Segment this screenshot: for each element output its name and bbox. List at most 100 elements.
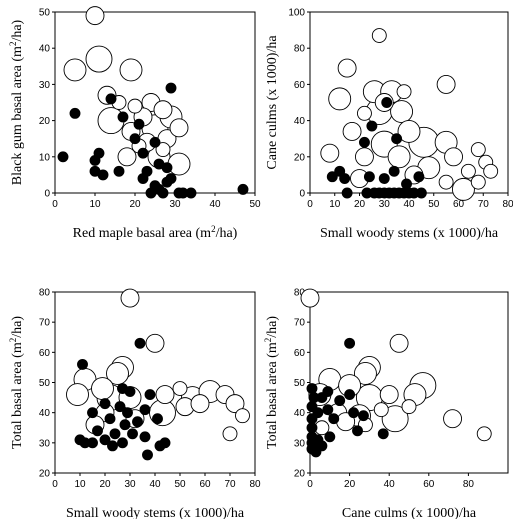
y-tick-label: 50 bbox=[39, 8, 51, 19]
x-tick-label: 40 bbox=[209, 199, 221, 210]
open-point bbox=[470, 174, 486, 190]
filled-point bbox=[99, 398, 111, 410]
filled-point bbox=[137, 147, 149, 159]
open-point bbox=[460, 163, 476, 179]
filled-point bbox=[391, 133, 403, 145]
y-tick-label: 40 bbox=[294, 116, 306, 127]
open-point bbox=[452, 177, 475, 201]
filled-point bbox=[415, 187, 427, 199]
y-tick-label: 60 bbox=[294, 348, 306, 359]
x-tick-label: 10 bbox=[329, 199, 341, 210]
x-axis-label: Small woody stems (x 1000)/ha bbox=[320, 226, 499, 241]
open-point bbox=[390, 100, 414, 124]
filled-point bbox=[77, 358, 88, 370]
x-tick-label: 80 bbox=[463, 479, 475, 490]
open-point bbox=[401, 399, 417, 415]
open-point bbox=[443, 409, 463, 429]
open-point bbox=[355, 147, 374, 167]
open-point bbox=[190, 394, 210, 414]
filled-point bbox=[326, 171, 338, 183]
filled-point bbox=[114, 401, 126, 413]
filled-point bbox=[237, 183, 249, 195]
y-tick-label: 30 bbox=[39, 438, 51, 449]
filled-point bbox=[92, 425, 103, 437]
filled-point bbox=[137, 173, 149, 184]
y-tick-label: 40 bbox=[39, 44, 51, 55]
filled-point bbox=[344, 389, 356, 401]
open-point bbox=[85, 45, 113, 73]
filled-point bbox=[134, 337, 146, 349]
filled-point bbox=[316, 440, 328, 452]
x-axis-label: Red maple basal area (m2/ha) bbox=[73, 224, 238, 241]
filled-point bbox=[157, 187, 169, 199]
y-tick-label: 50 bbox=[39, 378, 51, 389]
filled-point bbox=[324, 431, 336, 443]
x-tick-label: 20 bbox=[344, 479, 356, 490]
y-tick-label: 80 bbox=[39, 288, 51, 299]
open-point bbox=[106, 362, 129, 385]
filled-point bbox=[359, 136, 370, 148]
open-point bbox=[483, 163, 499, 179]
filled-point bbox=[401, 178, 412, 190]
filled-point bbox=[107, 440, 118, 452]
x-tick-label: 40 bbox=[403, 199, 415, 210]
filled-point bbox=[87, 407, 98, 419]
y-tick-label: 70 bbox=[294, 318, 306, 329]
open-point bbox=[300, 288, 320, 308]
x-tick-label: 30 bbox=[379, 199, 391, 210]
y-tick-label: 20 bbox=[294, 469, 306, 480]
y-tick-label: 40 bbox=[39, 408, 51, 419]
open-point bbox=[153, 100, 173, 120]
open-point bbox=[353, 362, 377, 385]
open-point bbox=[396, 84, 412, 100]
x-tick-label: 0 bbox=[307, 199, 313, 210]
open-point bbox=[371, 28, 387, 43]
x-tick-label: 60 bbox=[453, 199, 465, 210]
filled-point bbox=[117, 111, 129, 123]
x-tick-label: 60 bbox=[199, 479, 211, 490]
filled-point bbox=[352, 425, 363, 437]
filled-point bbox=[152, 413, 163, 425]
chart-panel-3: 0 10 20 30 40 50 60 70 80 20 30 40 50 60 70 80 Small woo… bbox=[8, 288, 261, 519]
x-tick-label: 20 bbox=[129, 199, 141, 210]
open-point bbox=[387, 145, 411, 169]
open-point bbox=[120, 288, 140, 308]
x-tick-label: 20 bbox=[99, 479, 111, 490]
open-point bbox=[320, 143, 340, 163]
x-tick-label: 0 bbox=[307, 479, 313, 490]
y-tick-label: 60 bbox=[294, 80, 306, 91]
open-point bbox=[127, 98, 143, 114]
filled-point bbox=[185, 187, 197, 199]
y-tick-label: 0 bbox=[299, 189, 305, 200]
filled-point bbox=[378, 173, 390, 184]
open-point bbox=[66, 383, 89, 407]
open-point bbox=[357, 105, 372, 121]
open-point bbox=[167, 152, 191, 176]
y-tick-label: 20 bbox=[39, 469, 51, 480]
y-tick-label: 40 bbox=[294, 408, 306, 419]
y-axis-label: Total basal area (m2/ha) bbox=[8, 316, 25, 449]
x-axis-label: Small woody stems (x 1000)/ha bbox=[66, 506, 245, 519]
filled-point bbox=[104, 413, 116, 425]
x-tick-label: 40 bbox=[149, 479, 161, 490]
y-tick-label: 80 bbox=[294, 44, 306, 55]
filled-point bbox=[413, 171, 425, 183]
filled-point bbox=[306, 422, 318, 434]
filled-point bbox=[339, 173, 351, 184]
x-tick-label: 80 bbox=[249, 479, 261, 490]
open-point bbox=[444, 147, 463, 167]
y-tick-label: 100 bbox=[288, 8, 305, 19]
filled-point bbox=[328, 413, 340, 425]
filled-point bbox=[381, 97, 393, 108]
x-tick-label: 0 bbox=[52, 479, 58, 490]
y-tick-label: 20 bbox=[39, 116, 51, 127]
x-tick-label: 20 bbox=[354, 199, 366, 210]
y-tick-label: 0 bbox=[44, 189, 50, 200]
open-point bbox=[438, 174, 454, 190]
filled-point bbox=[149, 136, 161, 148]
open-point bbox=[63, 58, 87, 82]
filled-point bbox=[122, 407, 133, 419]
y-tick-label: 30 bbox=[294, 438, 306, 449]
chart-panel-1: 0 10 20 30 40 50 0 10 20 30 40 50 Red maple basal ar… bbox=[8, 6, 261, 241]
x-tick-label: 70 bbox=[224, 479, 236, 490]
